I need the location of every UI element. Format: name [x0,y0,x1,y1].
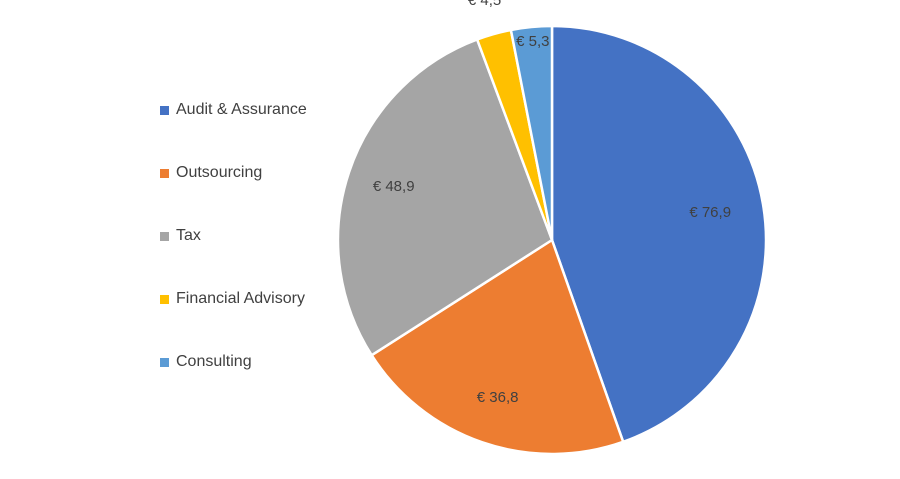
pie-slices [336,24,768,456]
data-label-tax: € 48,9 [373,178,415,195]
pie-slice-audit-assurance [550,24,768,444]
data-label-outsourcing: € 36,8 [477,389,519,406]
legend-item-consulting: Consulting [160,350,252,374]
legend-swatch-consulting [160,357,169,367]
legend-item-audit-assurance: Audit & Assurance [160,98,307,122]
legend-label-tax: Tax [176,227,201,244]
pie-slice-outsourcing [370,238,625,456]
pie-slice-tax [336,38,554,357]
pie-data-labels: € 76,9 € 36,8 € 48,9 € 4,5 € 5,3 [373,0,731,406]
legend-swatch-tax [160,231,169,241]
legend-swatch-audit-assurance [160,105,169,115]
legend-item-financial-advisory: Financial Advisory [160,287,305,311]
legend-item-tax: Tax [160,224,201,248]
legend-swatch-financial-advisory [160,294,169,304]
pie-slice-consulting [509,24,554,242]
legend-label-consulting: Consulting [176,353,252,370]
legend-label-financial-advisory: Financial Advisory [176,290,305,307]
data-label-audit-assurance: € 76,9 [689,204,731,221]
legend-label-outsourcing: Outsourcing [176,164,263,181]
data-label-consulting: € 5,3 [516,33,549,50]
data-label-financial-advisory: € 4,5 [468,0,501,9]
legend-label-audit-assurance: Audit & Assurance [176,101,307,118]
legend-item-outsourcing: Outsourcing [160,161,262,185]
legend-swatch-outsourcing [160,168,169,178]
